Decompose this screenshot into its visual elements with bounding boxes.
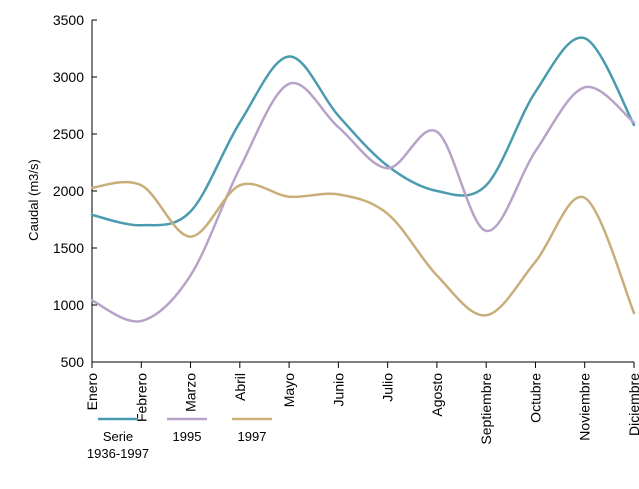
x-tick-label: Enero	[84, 373, 100, 411]
x-tick-label: Mayo	[281, 373, 297, 407]
series-line-0	[90, 36, 636, 227]
series-line-1	[90, 81, 636, 323]
y-tick-label: 2000	[53, 183, 84, 199]
y-tick-label: 500	[61, 354, 85, 370]
y-tick-label: 2500	[53, 126, 84, 142]
x-tick-label: Febrero	[133, 373, 149, 422]
y-axis-title: Caudal (m3/s)	[26, 159, 41, 241]
x-tick-label: Septiembre	[478, 373, 494, 445]
y-tick-label: 1500	[53, 240, 84, 256]
x-axis: Enero Febrero Marzo Abril Mayo Junio Julio Agos…	[84, 361, 639, 445]
x-tick-label: Abril	[232, 373, 248, 401]
legend-label-0: Serie 1936-1997	[87, 429, 149, 461]
legend-label-2: 1997	[238, 429, 267, 444]
legend-label-1: 1995	[173, 429, 202, 444]
x-tick-label: Noviembre	[577, 373, 593, 441]
x-tick-label: Octubre	[527, 373, 543, 423]
y-axis: 500 1000 1500 2000 2500 3000 3500	[53, 12, 97, 370]
x-tick-label: Marzo	[183, 373, 199, 412]
x-tick-label: Diciembre	[626, 373, 639, 436]
x-tick-label: Junio	[330, 373, 346, 407]
series-layer	[90, 36, 636, 323]
x-tick-label: Julio	[380, 373, 396, 402]
y-tick-label: 3000	[53, 69, 84, 85]
y-tick-label: 3500	[53, 12, 84, 28]
series-line-2	[90, 180, 636, 317]
y-tick-label: 1000	[53, 297, 84, 313]
x-tick-label: Agosto	[429, 373, 445, 417]
legend: Serie 1936-1997 1995 1997	[87, 417, 272, 461]
